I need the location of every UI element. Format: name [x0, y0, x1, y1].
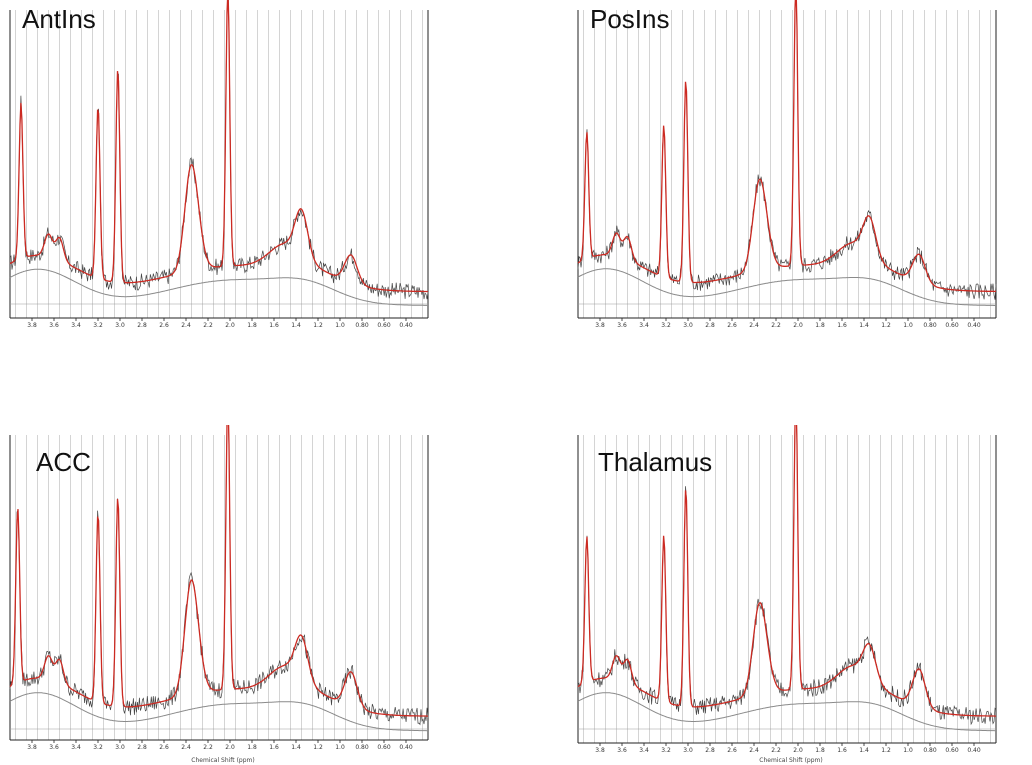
x-tick-label: 3.4 — [639, 747, 649, 754]
x-tick-label: 2.2 — [771, 747, 781, 754]
x-tick-label: 2.4 — [181, 322, 191, 329]
x-tick-label: 0.40 — [967, 747, 981, 754]
spectrum-panel-antins: 3.8 3.6 3.4 3.2 3.0 2.8 2.6 2.4 2.2 2.0 1.8 1.6 1.4 1… — [8, 0, 438, 335]
x-tick-label: 1.2 — [881, 322, 891, 329]
panel-title: Thalamus — [598, 447, 713, 477]
spectrum-plot-acc: 3.8 3.6 3.4 3.2 3.0 2.8 2.6 2.4 2.2 2.0 1.8 1.6 1.4 1… — [9, 425, 429, 751]
x-tick-label: 2.2 — [203, 322, 213, 329]
x-tick-label: 2.8 — [137, 744, 147, 751]
x-tick-label: 1.4 — [859, 322, 869, 329]
x-tick-label: 2.0 — [793, 747, 803, 754]
x-tick-label: 3.0 — [115, 322, 125, 329]
x-tick-label: 2.6 — [159, 744, 169, 751]
x-tick-label: 3.0 — [683, 322, 693, 329]
x-tick-label: 2.0 — [793, 322, 803, 329]
x-tick-label: 2.4 — [749, 747, 759, 754]
x-tick-label: 0.80 — [923, 747, 937, 754]
x-tick-label: 0.40 — [967, 322, 981, 329]
x-tick-label: 2.8 — [705, 747, 715, 754]
measured-series — [9, 425, 429, 726]
x-tick-label: 3.8 — [595, 322, 605, 329]
x-tick-label: 2.6 — [159, 322, 169, 329]
x-tick-label: 0.60 — [945, 322, 959, 329]
x-tick-label: 1.6 — [837, 322, 847, 329]
baseline-series — [9, 268, 428, 306]
x-tick-label: 1.2 — [313, 322, 323, 329]
x-tick-label: 1.2 — [881, 747, 891, 754]
x-tick-label: 0.60 — [945, 747, 959, 754]
x-tick-label: 3.2 — [661, 322, 671, 329]
x-tick-label: 1.2 — [313, 744, 323, 751]
spectrum-plot-thalamus: 3.8 3.6 3.4 3.2 3.0 2.8 2.6 2.4 2.2 2.0 1.8 1.6 1.4 1… — [577, 425, 997, 754]
spectrum-panel-posins: 3.8 3.6 3.4 3.2 3.0 2.8 2.6 2.4 2.2 2.0 1.8 1.6 1.4 1… — [576, 0, 1006, 335]
x-tick-label: 3.4 — [639, 322, 649, 329]
x-tick-label: 1.4 — [291, 322, 301, 329]
x-tick-label: 0.80 — [355, 744, 369, 751]
x-tick-label: 2.6 — [727, 322, 737, 329]
x-tick-label: 0.60 — [377, 744, 391, 751]
x-tick-label: 2.4 — [181, 744, 191, 751]
x-tick-label: 3.2 — [661, 747, 671, 754]
measured-series — [577, 0, 997, 300]
x-tick-label: 2.8 — [705, 322, 715, 329]
x-tick-label: 3.4 — [71, 322, 81, 329]
baseline-series — [577, 692, 996, 732]
spectrum-panel-thalamus: 3.8 3.6 3.4 3.2 3.0 2.8 2.6 2.4 2.2 2.0 1.8 1.6 1.4 1… — [576, 425, 1006, 764]
x-tick-label: 3.6 — [49, 744, 59, 751]
x-tick-label: 1.4 — [859, 747, 869, 754]
x-tick-label: 3.2 — [93, 322, 103, 329]
x-tick-label: 2.4 — [749, 322, 759, 329]
fit-series — [9, 0, 428, 293]
x-tick-label: 3.0 — [683, 747, 693, 754]
spectrum-panel-acc: 3.8 3.6 3.4 3.2 3.0 2.8 2.6 2.4 2.2 2.0 1.8 1.6 1.4 1… — [8, 425, 438, 764]
x-tick-label: 3.6 — [617, 322, 627, 329]
x-axis-label: Chemical Shift (ppm) — [759, 757, 823, 764]
x-tick-label: 1.0 — [335, 322, 345, 329]
fit-series — [9, 425, 428, 717]
x-tick-label: 2.0 — [225, 744, 235, 751]
x-tick-label: 3.8 — [595, 747, 605, 754]
x-tick-label: 2.2 — [203, 744, 213, 751]
x-tick-label: 0.80 — [923, 322, 937, 329]
x-tick-label: 1.8 — [815, 747, 825, 754]
spectrum-plot-posins: 3.8 3.6 3.4 3.2 3.0 2.8 2.6 2.4 2.2 2.0 1.8 1.6 1.4 1… — [577, 0, 997, 329]
fit-series — [577, 425, 996, 717]
x-tick-label: 1.0 — [903, 747, 913, 754]
x-tick-label: 3.0 — [115, 744, 125, 751]
x-tick-label: 3.8 — [27, 322, 37, 329]
panel-title: AntIns — [22, 4, 96, 34]
x-tick-label: 0.40 — [399, 322, 413, 329]
fit-series — [577, 0, 996, 293]
x-axis-label: Chemical Shift (ppm) — [191, 757, 255, 764]
x-tick-label: 2.6 — [727, 747, 737, 754]
x-tick-label: 1.4 — [291, 744, 301, 751]
x-tick-label: 3.6 — [49, 322, 59, 329]
baseline-series — [577, 268, 996, 306]
x-tick-label: 2.0 — [225, 322, 235, 329]
x-tick-label: 1.8 — [815, 322, 825, 329]
x-tick-label: 1.0 — [335, 744, 345, 751]
panel-title: PosIns — [590, 4, 670, 34]
x-tick-label: 0.40 — [399, 744, 413, 751]
x-tick-label: 0.60 — [377, 322, 391, 329]
x-tick-label: 3.4 — [71, 744, 81, 751]
x-tick-label: 2.2 — [771, 322, 781, 329]
baseline-series — [9, 692, 428, 732]
x-tick-label: 3.8 — [27, 744, 37, 751]
x-tick-label: 3.2 — [93, 744, 103, 751]
x-tick-label: 1.0 — [903, 322, 913, 329]
x-tick-label: 0.80 — [355, 322, 369, 329]
x-tick-label: 1.6 — [837, 747, 847, 754]
x-tick-label: 1.8 — [247, 322, 257, 329]
measured-series — [577, 425, 997, 726]
measured-series — [9, 0, 429, 300]
x-tick-label: 1.6 — [269, 322, 279, 329]
x-tick-label: 1.6 — [269, 744, 279, 751]
x-tick-label: 1.8 — [247, 744, 257, 751]
x-tick-label: 3.6 — [617, 747, 627, 754]
x-tick-label: 2.8 — [137, 322, 147, 329]
panel-title: ACC — [36, 447, 91, 477]
spectrum-plot-antins: 3.8 3.6 3.4 3.2 3.0 2.8 2.6 2.4 2.2 2.0 1.8 1.6 1.4 1… — [9, 0, 429, 329]
